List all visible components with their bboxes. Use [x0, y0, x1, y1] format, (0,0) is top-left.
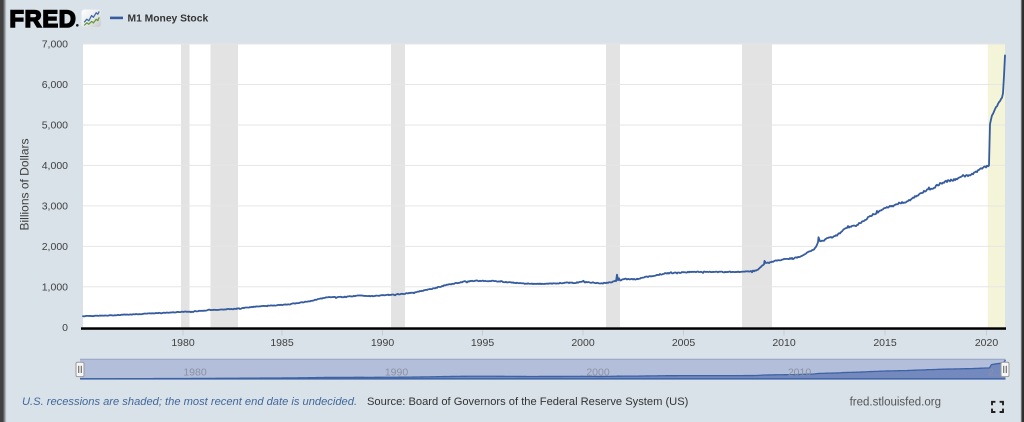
svg-text:1990: 1990 — [385, 366, 409, 378]
svg-text:2,000: 2,000 — [42, 241, 68, 253]
svg-text:2000: 2000 — [586, 366, 610, 378]
svg-text:M1 Money Stock: M1 Money Stock — [128, 14, 209, 25]
svg-text:fred.stlouisfed.org: fred.stlouisfed.org — [850, 396, 941, 408]
svg-text:FRED: FRED — [10, 7, 77, 33]
svg-text:2020: 2020 — [975, 337, 999, 349]
svg-text:1980: 1980 — [171, 337, 195, 349]
svg-text:0: 0 — [62, 322, 68, 334]
svg-text:2015: 2015 — [873, 337, 897, 349]
svg-text:3,000: 3,000 — [42, 201, 68, 213]
svg-text:4,000: 4,000 — [42, 160, 68, 172]
svg-text:Billions of Dollars: Billions of Dollars — [18, 138, 32, 230]
svg-text:7,000: 7,000 — [42, 39, 68, 51]
svg-text:1995: 1995 — [471, 337, 495, 349]
svg-text:2010: 2010 — [788, 366, 812, 378]
svg-text:5,000: 5,000 — [42, 120, 68, 132]
svg-text:1980: 1980 — [183, 366, 207, 378]
svg-text:6,000: 6,000 — [42, 79, 68, 91]
svg-text:2...: 2... — [988, 366, 1003, 378]
svg-text:2000: 2000 — [571, 337, 595, 349]
svg-text:Source: Board of Governors of: Source: Board of Governors of the Federa… — [367, 396, 689, 408]
svg-text:2010: 2010 — [772, 337, 796, 349]
svg-text:1985: 1985 — [270, 337, 294, 349]
svg-text:1,000: 1,000 — [42, 281, 68, 293]
svg-text:2005: 2005 — [672, 337, 696, 349]
svg-text:U.S. recessions are shaded; th: U.S. recessions are shaded; the most rec… — [22, 396, 357, 408]
svg-text:1990: 1990 — [371, 337, 395, 349]
